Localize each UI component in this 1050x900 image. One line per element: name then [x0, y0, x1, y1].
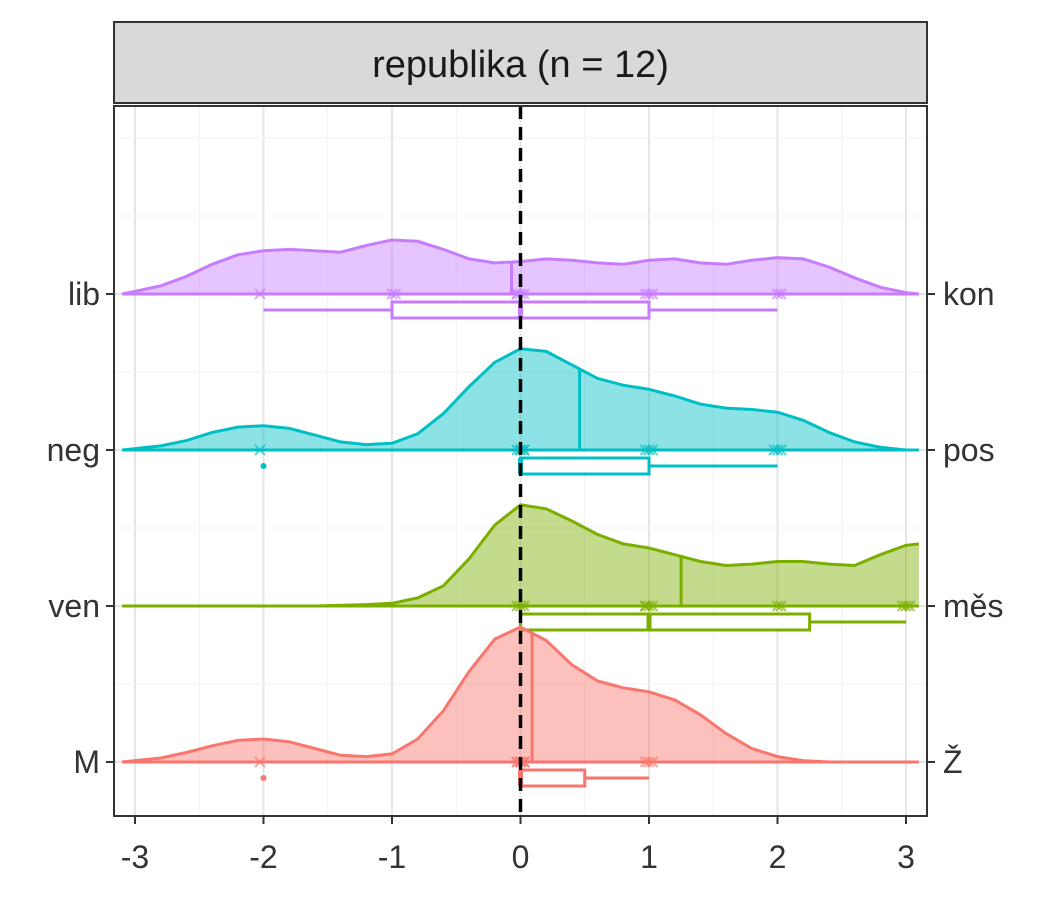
y-label-left: ven: [48, 588, 100, 624]
data-point: [643, 600, 655, 612]
data-point-stroke: [900, 600, 912, 612]
row-lib: [121, 238, 920, 320]
y-label-left: lib: [68, 276, 100, 312]
box-body: [519, 456, 651, 476]
data-point-stroke: [389, 288, 402, 300]
y-label-right: měs: [943, 588, 1003, 624]
data-point-stroke: [771, 600, 784, 612]
data-point: [775, 600, 787, 612]
y-label-right: pos: [943, 432, 995, 468]
y-label-left: M: [73, 744, 100, 780]
data-point-stroke: [775, 600, 787, 612]
x-tick-label: 2: [769, 839, 787, 875]
density-fill: [122, 348, 919, 450]
data-point-stroke: [646, 756, 659, 768]
data-point: [514, 600, 527, 612]
data-point: [639, 288, 652, 300]
plot-panel: [113, 105, 928, 817]
data-point-stroke: [386, 288, 398, 300]
data-point-stroke: [643, 600, 655, 612]
data-point-stroke: [903, 600, 916, 612]
y-label-right: kon: [943, 276, 995, 312]
data-point-stroke: [254, 756, 266, 768]
data-point-stroke: [775, 444, 787, 456]
data-point: [254, 444, 266, 456]
data-point-stroke: [775, 288, 787, 300]
data-point: [643, 756, 655, 768]
y-label-left: neg: [47, 432, 100, 468]
data-point-stroke: [254, 288, 266, 300]
data-point-stroke: [511, 288, 523, 300]
data-point: [775, 288, 787, 300]
data-point: [254, 288, 266, 300]
data-point: [518, 600, 530, 612]
data-point-stroke: [643, 756, 655, 768]
x-tick-label: -2: [249, 839, 277, 875]
x-tick-label: -1: [378, 839, 406, 875]
chart-marks: [121, 106, 920, 816]
density-fill: [122, 240, 919, 294]
data-point: [900, 600, 912, 612]
data-point-stroke: [639, 288, 652, 300]
box-body: [519, 612, 812, 632]
panel-title: republika (n = 12): [372, 44, 669, 86]
data-point: [646, 756, 659, 768]
data-point-stroke: [771, 288, 784, 300]
data-point-stroke: [518, 600, 530, 612]
data-point-stroke: [771, 444, 784, 456]
data-point-stroke: [514, 288, 527, 300]
data-point-stroke: [639, 600, 652, 612]
x-tick-label: -3: [121, 839, 149, 875]
data-point: [514, 288, 527, 300]
x-tick-label: 0: [512, 839, 530, 875]
box-body: [519, 768, 587, 788]
data-point: [389, 288, 402, 300]
box-outlier: [260, 775, 267, 781]
data-point: [639, 600, 652, 612]
density-curve: [121, 625, 919, 764]
data-point: [771, 444, 784, 456]
box-outlier: [260, 463, 267, 469]
data-point-stroke: [646, 444, 659, 456]
data-point-stroke: [254, 444, 266, 456]
data-point: [254, 756, 266, 768]
data-point: [643, 288, 655, 300]
data-point: [386, 288, 398, 300]
data-point: [775, 444, 787, 456]
data-point: [903, 600, 916, 612]
panel-strip-background: [113, 21, 928, 104]
x-tick-label: 3: [897, 839, 915, 875]
data-point-stroke: [643, 288, 655, 300]
data-point: [771, 288, 784, 300]
data-point-stroke: [514, 600, 527, 612]
data-point: [643, 444, 655, 456]
axes: -3 -2 -1 0 1 2 3 lib kon neg pos ven měs M Ž: [47, 276, 1004, 875]
density-curve: [122, 503, 920, 608]
panel-strip: republika (n = 12): [113, 21, 928, 104]
data-point: [771, 600, 784, 612]
x-tick-label: 1: [640, 839, 658, 875]
y-label-right: Ž: [943, 744, 963, 780]
data-point-stroke: [643, 444, 655, 456]
data-point: [646, 444, 659, 456]
